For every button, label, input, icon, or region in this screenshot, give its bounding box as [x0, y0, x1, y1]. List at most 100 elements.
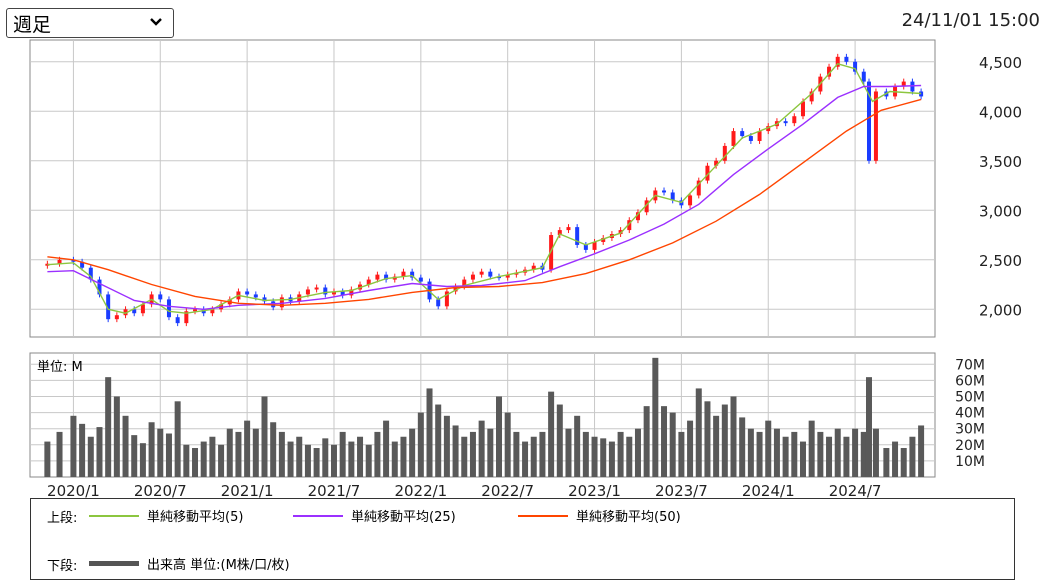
volume-bar	[200, 441, 207, 477]
candle-body	[873, 91, 878, 161]
candle-body	[800, 101, 805, 117]
price-tick-label: 4,000	[979, 103, 1022, 121]
volume-bar	[782, 436, 789, 477]
candle-body	[114, 315, 119, 320]
candle-body	[575, 227, 580, 245]
volume-bar	[443, 415, 450, 477]
candle-body	[757, 131, 762, 141]
candle-body	[901, 81, 906, 87]
volume-bar	[322, 438, 329, 477]
price-tick-label: 2,500	[979, 252, 1022, 270]
volume-bar	[131, 435, 138, 477]
volume-bars	[44, 357, 925, 477]
volume-bar	[591, 436, 598, 477]
volume-bar	[909, 436, 916, 477]
volume-bar	[843, 436, 850, 477]
volume-bar	[278, 431, 285, 477]
candle-body	[106, 294, 111, 320]
candle-body	[262, 297, 267, 302]
candle-body	[349, 289, 354, 296]
price-tick-label: 4,500	[979, 54, 1022, 72]
candle-body	[844, 56, 849, 62]
volume-bar	[548, 391, 555, 477]
volume-bar	[469, 431, 476, 477]
candle-body	[662, 190, 667, 193]
volume-bar	[478, 420, 485, 477]
price-grid	[30, 40, 935, 337]
volume-bar	[892, 441, 899, 477]
legend: 上段: 単純移動平均(5) 単純移動平均(25) 単純移動平均(50) 下段: …	[30, 498, 1015, 580]
volume-bar	[183, 444, 190, 477]
candlestick-series	[45, 53, 924, 327]
volume-bar	[918, 425, 925, 477]
volume-bar	[435, 404, 442, 477]
candle-body	[444, 291, 449, 307]
candle-body	[366, 279, 371, 285]
candle-body	[644, 200, 649, 213]
legend-volume-label: 出来高 単位:(M株/口/枚)	[147, 558, 290, 573]
volume-bar	[539, 431, 546, 477]
volume-bar	[773, 428, 780, 477]
volume-bar	[174, 401, 181, 477]
candle-body	[919, 91, 924, 97]
volume-bar	[244, 420, 251, 477]
candle-body	[714, 160, 719, 166]
candle-body	[323, 287, 328, 295]
volume-bar	[556, 404, 563, 477]
volume-bar	[400, 436, 407, 477]
volume-bar	[44, 441, 51, 477]
candle-body	[453, 286, 458, 292]
candle-body	[384, 274, 389, 280]
volume-bar	[261, 396, 268, 477]
volume-bar	[634, 428, 641, 477]
volume-bar	[608, 441, 615, 477]
stock-chart: 4,500 4,000 3,500 3,000 2,500 2,000 単位: M 70M…	[29, 39, 1022, 500]
volume-bar	[391, 441, 398, 477]
x-axis: 2020/1 2020/7 2021/1 2021/7 2022/1 2022/7 2023…	[47, 482, 881, 500]
volume-unit-label: 単位: M	[37, 359, 83, 375]
price-tick-label: 2,000	[979, 301, 1022, 319]
candle-body	[253, 294, 258, 298]
volume-bar	[852, 428, 859, 477]
volume-bar	[139, 443, 146, 477]
price-tick-label: 3,500	[979, 153, 1022, 171]
volume-bar	[565, 428, 572, 477]
candle-body	[497, 276, 502, 279]
price-y-axis: 4,500 4,000 3,500 3,000 2,500 2,000	[979, 54, 1022, 320]
period-select[interactable]: 週足	[6, 8, 174, 38]
volume-bar	[883, 448, 890, 477]
volume-bar	[799, 441, 806, 477]
ma-line-1	[47, 84, 922, 311]
candle-body	[488, 271, 493, 277]
candle-body	[835, 56, 840, 67]
candle-body	[853, 61, 858, 72]
volume-bar	[695, 388, 702, 477]
price-plot-area	[29, 39, 936, 338]
volume-tick-label: 10M	[955, 454, 985, 470]
volume-bar	[461, 436, 468, 477]
x-tick-label: 2024/1	[742, 482, 795, 500]
volume-bar	[304, 444, 311, 477]
volume-bar	[96, 427, 103, 477]
candle-body	[566, 227, 571, 231]
period-select-value: 週足	[13, 13, 52, 36]
volume-bar	[739, 417, 746, 477]
ma50-swatch	[518, 514, 568, 517]
x-tick-label: 2023/1	[568, 482, 621, 500]
x-tick-label: 2023/7	[655, 482, 708, 500]
volume-bar	[339, 431, 346, 477]
candle-body	[166, 299, 171, 318]
candle-body	[401, 271, 406, 277]
volume-bar	[765, 420, 772, 477]
volume-bar	[817, 431, 824, 477]
candle-body	[375, 274, 380, 280]
ma5-swatch	[89, 514, 139, 517]
volume-bar	[313, 448, 320, 477]
legend-lower-label: 下段:	[47, 559, 78, 574]
candle-body	[618, 230, 623, 235]
volume-bar	[617, 431, 624, 477]
candle-body	[705, 165, 710, 181]
volume-bar	[513, 431, 520, 477]
volume-bar	[157, 428, 164, 477]
